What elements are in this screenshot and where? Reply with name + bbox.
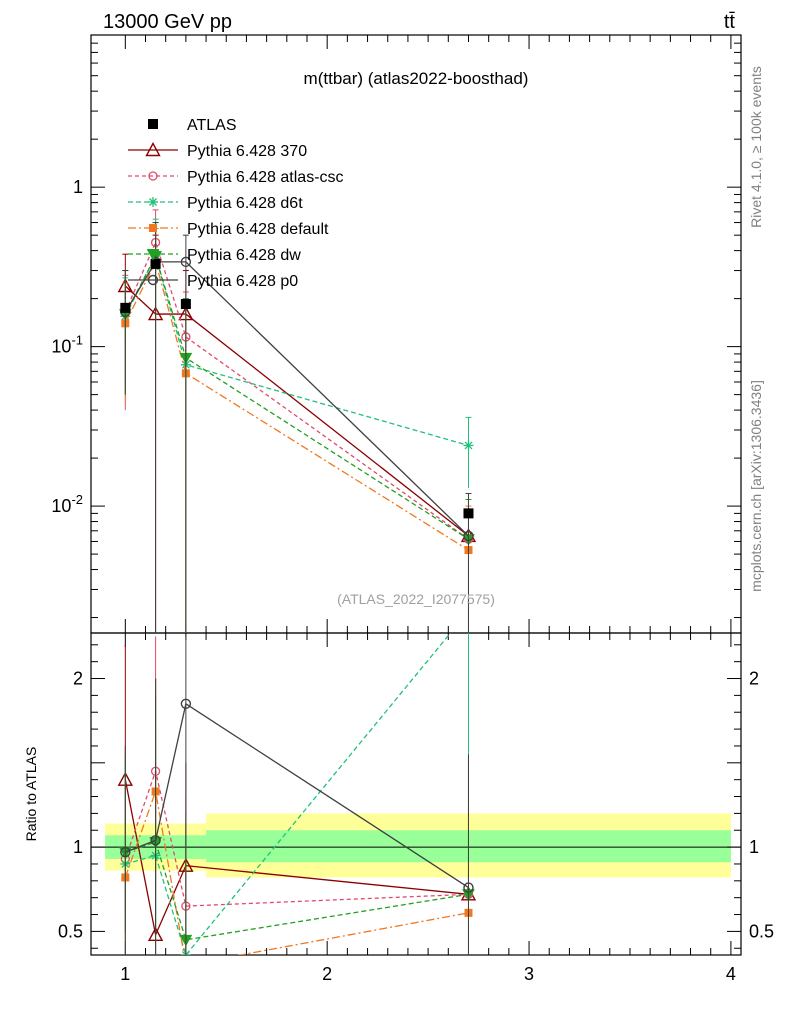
legend-marker-3 — [149, 224, 157, 232]
series-5-ratio-line — [125, 702, 469, 889]
legend: ATLAS Pythia 6.428 370 Pythia 6.428 atlas-… — [128, 117, 344, 290]
y-tick-label-main: 10-2 — [51, 492, 83, 516]
series-3-line — [124, 260, 469, 551]
series-2-point — [463, 440, 474, 451]
series-4-line — [124, 254, 469, 540]
legend-label-3: Pythia 6.428 default — [187, 221, 329, 238]
side-label-top: Rivet 4.1.0, ≥ 100k events — [748, 66, 764, 228]
series-5-ratio-point — [463, 882, 474, 893]
series-5-line — [124, 261, 469, 537]
series-3-ratio-line — [124, 788, 469, 955]
ratio-series-group — [117, 633, 477, 969]
y-tick-label-main: 1 — [73, 177, 83, 197]
series-5-point — [463, 530, 474, 542]
series-1-line — [124, 240, 469, 540]
y-tick-label-ratio-right: 1 — [749, 837, 759, 857]
series-5-point — [180, 256, 192, 268]
ratio-uncertainty-bands — [91, 813, 741, 878]
series-5-ratio-point — [180, 698, 192, 710]
atlas-data-point — [120, 302, 131, 313]
legend-marker-2-stroke — [149, 198, 157, 206]
series-5-ratio-point — [120, 846, 131, 858]
y-tick-label-ratio: 1 — [73, 837, 83, 857]
legend-marker-5 — [147, 274, 159, 286]
legend-marker-atlas — [148, 119, 158, 129]
x-tick-label: 3 — [524, 964, 534, 984]
legend-label-2: Pythia 6.428 d6t — [187, 195, 303, 212]
atlas-data-point — [150, 258, 161, 269]
series-0-line — [124, 285, 469, 537]
series-5-ratio-point — [150, 835, 161, 846]
series-4-ratio-line — [125, 841, 469, 941]
legend-label-0: Pythia 6.428 370 — [187, 143, 307, 160]
ratio-axis-label: Ratio to ATLAS — [23, 747, 39, 842]
legend-marker-2 — [148, 197, 158, 207]
legend-label-atlas: ATLAS — [187, 117, 237, 134]
process-label: tt̄ — [724, 11, 736, 33]
watermark: (ATLAS_2022_I2077575) — [337, 591, 495, 607]
y-tick-label-main: 10-1 — [51, 333, 83, 357]
energy-label: 13000 GeV pp — [103, 11, 232, 33]
plot-frames — [90, 34, 742, 956]
atlas-data-point — [463, 508, 474, 519]
side-label-bottom: mcplots.cern.ch [arXiv:1306.3436] — [748, 380, 764, 592]
x-tick-label: 4 — [726, 964, 736, 984]
ratio-plot-frame — [90, 632, 742, 956]
y-tick-label-ratio: 0.5 — [58, 921, 83, 941]
legend-marker-4 — [146, 249, 160, 261]
chart-title: m(ttbar) (atlas2022-boosthad) — [304, 69, 529, 88]
legend-label-1: Pythia 6.428 atlas-csc — [187, 169, 344, 186]
legend-label-4: Pythia 6.428 dw — [187, 247, 301, 264]
x-tick-label: 2 — [322, 964, 332, 984]
x-tick-label: 1 — [120, 964, 130, 984]
legend-marker-0 — [145, 142, 161, 157]
series-2-ratio-point-stroke — [181, 951, 187, 955]
series-0-ratio-line — [124, 779, 469, 937]
atlas-data-point — [180, 299, 191, 310]
y-tick-label-ratio: 2 — [73, 669, 83, 689]
legend-marker-1 — [148, 171, 158, 181]
series-1-ratio-line — [124, 768, 469, 907]
y-tick-label-ratio-right: 2 — [749, 669, 759, 689]
axis-ticks: 1 2 3 4 1 10-1 10-2 0.5 0.5 1 1 2 2 — [51, 34, 774, 984]
series-3-ratio-point — [182, 961, 190, 969]
legend-label-5: Pythia 6.428 p0 — [187, 273, 298, 290]
series-layer — [117, 209, 477, 969]
series-2-point-stroke — [464, 441, 473, 450]
series-2-ratio-point-stroke — [184, 951, 190, 955]
y-tick-label-ratio-right: 0.5 — [749, 921, 774, 941]
main-series-group — [117, 209, 477, 633]
series-2-ratio-line — [125, 633, 452, 955]
